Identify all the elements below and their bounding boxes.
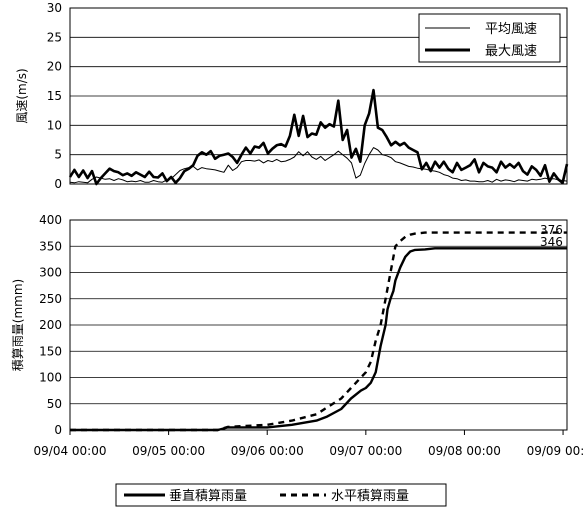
annotation-vertical-total: 346 bbox=[540, 235, 563, 249]
wind-series-lines bbox=[68, 88, 569, 186]
rain-y-tick-label: 150 bbox=[39, 344, 62, 358]
rain-x-tick-label: 09/04 00:00 bbox=[34, 444, 107, 458]
wind-y-tick-label: 5 bbox=[54, 148, 62, 162]
wind-y-ticks: 0 5 10 15 20 25 30 bbox=[47, 1, 62, 191]
rain-y-tick-label: 0 bbox=[54, 423, 62, 437]
rain-plot-frame bbox=[69, 219, 568, 431]
wind-legend-box bbox=[418, 13, 561, 63]
wind-y-tick-label: 20 bbox=[47, 60, 62, 74]
legend-label-vertical-rain: 垂直積算雨量 bbox=[169, 489, 247, 504]
rain-series-lines bbox=[70, 231, 567, 432]
wind-legend: 平均風速 最大風速 bbox=[418, 13, 561, 63]
rain-x-tick-label: 09/06 00:00 bbox=[231, 444, 304, 458]
wind-y-axis-label: 風速(m/s) bbox=[15, 68, 29, 123]
rain-y-tick-label: 200 bbox=[39, 318, 62, 332]
series-line-horizontal-rain bbox=[70, 231, 567, 432]
rain-x-tick-label: 09/08 00:00 bbox=[428, 444, 501, 458]
rain-y-axis-label: 積算雨量(mmm) bbox=[10, 279, 25, 371]
legend-label-avg-wind: 平均風速 bbox=[485, 22, 537, 37]
wind-y-tick-label: 30 bbox=[47, 1, 62, 15]
wind-chart: 0 5 10 15 20 25 30 風速(m/s) 平均風速 最大風速 bbox=[15, 1, 569, 191]
legend-label-horizontal-rain: 水平積算雨量 bbox=[331, 489, 409, 504]
rain-y-tick-label: 300 bbox=[39, 266, 62, 280]
rain-y-tick-label: 50 bbox=[47, 397, 62, 411]
rain-y-tick-label: 400 bbox=[39, 213, 62, 227]
series-line-avg-wind bbox=[69, 147, 568, 184]
rain-x-tick-label: 09/05 00:00 bbox=[132, 444, 205, 458]
rain-y-tick-label: 250 bbox=[39, 292, 62, 306]
rain-y-tick-label: 350 bbox=[39, 239, 62, 253]
wind-y-tick-label: 0 bbox=[54, 177, 62, 191]
wind-y-tick-label: 25 bbox=[47, 30, 62, 44]
rain-x-tick-label: 09/09 00:00 bbox=[527, 444, 583, 458]
wind-y-tick-label: 10 bbox=[47, 118, 62, 132]
wind-y-tick-label: 15 bbox=[47, 89, 62, 103]
series-line-max-wind bbox=[68, 88, 569, 186]
rain-legend: 垂直積算雨量 水平積算雨量 bbox=[115, 483, 447, 507]
wind-gridlines bbox=[70, 36, 567, 156]
annotation-horizontal-total: 376 bbox=[540, 223, 563, 237]
rain-gridlines bbox=[70, 245, 567, 405]
rain-y-ticks: 0 50 100 150 200 250 300 350 400 bbox=[39, 213, 62, 437]
wind-plot-frame bbox=[69, 7, 568, 185]
legend-label-max-wind: 最大風速 bbox=[485, 44, 537, 59]
rain-x-tick-label: 09/07 00:00 bbox=[329, 444, 402, 458]
rain-y-tick-label: 100 bbox=[39, 371, 62, 385]
series-line-vertical-rain bbox=[70, 247, 567, 432]
rain-x-ticks: 09/04 00:00 09/05 00:00 09/06 00:00 09/07 0… bbox=[34, 430, 583, 458]
